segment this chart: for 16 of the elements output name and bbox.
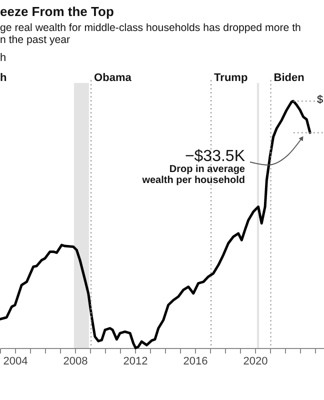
annotation: $ [317, 94, 324, 106]
chart-title: eeze From the Top [0, 4, 114, 19]
y-axis-title: h [0, 52, 6, 64]
x-tick-label: 2012 [123, 356, 148, 368]
chart-subtitle: ge real wealth for middle-class households has dropped more th n the past year [0, 22, 302, 46]
annotation: Drop in average [169, 164, 246, 175]
annotation: −$33.5K [184, 148, 246, 165]
ref-line-label: Biden [274, 72, 305, 84]
x-tick-label: 2004 [3, 356, 28, 368]
ref-line-label: Obama [94, 72, 132, 84]
x-tick-label: 2016 [183, 356, 208, 368]
ref-line-label: Trump [214, 72, 248, 84]
x-tick-label: 2020 [243, 356, 268, 368]
x-tick-label: 2008 [63, 356, 88, 368]
text: h [0, 72, 7, 84]
annotation: wealth per household [141, 175, 245, 186]
